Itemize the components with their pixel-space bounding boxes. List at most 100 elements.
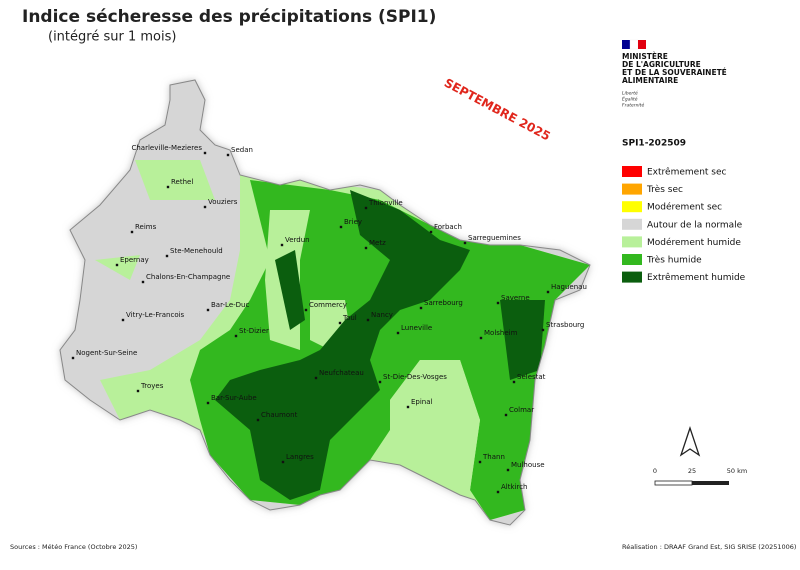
zone-moderate-wet — [135, 160, 215, 200]
city-label: Epinal — [411, 398, 433, 406]
city-marker — [130, 230, 134, 234]
legend-swatch — [622, 166, 642, 177]
ministry-line: DE L'AGRICULTURE — [622, 60, 701, 69]
city-label: Ste-Menehould — [170, 247, 223, 255]
city-marker — [226, 153, 230, 157]
city-marker — [541, 328, 545, 332]
city-marker — [366, 318, 370, 322]
city-marker — [203, 205, 207, 209]
city-marker — [364, 206, 368, 210]
city-marker — [506, 468, 510, 472]
city-label: Charleville-Mezieres — [131, 144, 202, 152]
city-marker — [429, 230, 433, 234]
city-marker — [136, 389, 140, 393]
motto-line: Liberté — [622, 90, 638, 97]
motto-line: Égalité — [622, 95, 638, 103]
city-marker — [338, 321, 342, 325]
scale-label: 0 — [653, 467, 657, 475]
subtitle: (intégré sur 1 mois) — [48, 30, 176, 45]
city-label: Sedan — [231, 146, 253, 154]
city-label: Bar-Le-Duc — [211, 301, 249, 309]
city-marker — [280, 243, 284, 247]
city-label: St-Die-Des-Vosges — [383, 373, 447, 381]
city-marker — [206, 401, 210, 405]
city-label: Altkirch — [501, 483, 528, 491]
city-marker — [364, 246, 368, 250]
flag-blue — [622, 40, 630, 49]
city-label: Rethel — [171, 178, 193, 186]
city-marker — [463, 241, 467, 245]
legend: Extrêmement sec Très sec Modérement sec Aut… — [622, 166, 746, 283]
city-labels: Charleville-Mezieres Sedan Rethel Vouziers R… — [71, 144, 587, 494]
city-label: Briey — [344, 218, 362, 226]
legend-swatch — [622, 236, 642, 248]
flag-red — [638, 40, 646, 49]
scale-bar — [654, 480, 729, 486]
city-marker — [478, 460, 482, 464]
city-marker — [206, 308, 210, 312]
city-marker — [115, 263, 119, 267]
city-label: Vitry-Le-Francois — [126, 311, 185, 319]
city-marker — [546, 290, 550, 294]
city-marker — [406, 405, 410, 409]
city-label: Reims — [135, 223, 157, 231]
city-label: Forbach — [434, 223, 462, 231]
city-marker — [496, 490, 500, 494]
city-label: Toul — [342, 314, 357, 322]
city-marker — [304, 308, 308, 312]
city-marker — [496, 301, 500, 305]
zone-extreme-wet — [500, 300, 545, 380]
city-label: Langres — [286, 453, 314, 461]
city-label: Nancy — [371, 311, 393, 319]
motto-line: Fraternité — [622, 102, 644, 109]
scale-segment — [654, 480, 693, 486]
city-label: Sarrebourg — [424, 299, 463, 307]
city-label: Selestat — [517, 373, 546, 381]
city-marker — [71, 356, 75, 360]
city-marker — [203, 151, 207, 155]
city-label: St-Dizier — [239, 327, 269, 335]
legend-swatch — [622, 201, 642, 213]
zone-moderate-wet — [390, 360, 480, 490]
scale-label: 50 km — [727, 467, 747, 475]
city-label: Saverne — [501, 294, 530, 302]
city-label: Strasbourg — [546, 321, 584, 329]
city-label: Troyes — [140, 382, 164, 390]
city-label: Thann — [482, 453, 505, 461]
city-label: Commercy — [309, 301, 347, 309]
city-label: Luneville — [401, 324, 432, 332]
city-label: Colmar — [509, 406, 534, 414]
city-marker — [121, 318, 125, 322]
legend-label: Autour de la normale — [647, 220, 743, 230]
ministry-logo — [622, 39, 646, 50]
legend-swatch — [622, 183, 642, 195]
legend-label: Modérement humide — [647, 237, 741, 248]
title: Indice sécheresse des précipitations (SP… — [22, 7, 436, 27]
scale-labels: 0 25 50 km — [653, 467, 747, 475]
legend-label: Extrêmement humide — [647, 272, 746, 283]
north-arrow — [679, 425, 701, 457]
credit: Réalisation : DRAAF Grand Est, SIG SRISE… — [622, 543, 796, 551]
scale-label: 25 — [688, 467, 696, 475]
city-label: Mulhouse — [511, 461, 545, 469]
city-marker — [281, 460, 285, 464]
city-marker — [479, 336, 483, 340]
zone-extreme-wet — [275, 250, 305, 330]
legend-swatch — [622, 271, 642, 283]
flag-white — [629, 39, 639, 50]
north-arrow-shape — [679, 425, 701, 457]
city-label: Verdun — [285, 236, 310, 244]
city-label: Bar-Sur-Aube — [211, 394, 257, 402]
legend-swatch — [622, 218, 642, 230]
zone-extreme-wet — [215, 190, 470, 500]
legend-label: Très sec — [646, 184, 683, 195]
city-marker — [512, 380, 516, 384]
ministry-line: ET DE LA SOUVERAINETÉ — [622, 68, 727, 77]
legend-label: Modérement sec — [647, 202, 722, 213]
legend-label: Très humide — [646, 255, 702, 266]
city-marker — [166, 185, 170, 189]
city-label: Haguenau — [551, 283, 587, 291]
city-label: Chaumont — [261, 411, 298, 419]
ministry-line: MINISTÈRE — [622, 52, 668, 61]
